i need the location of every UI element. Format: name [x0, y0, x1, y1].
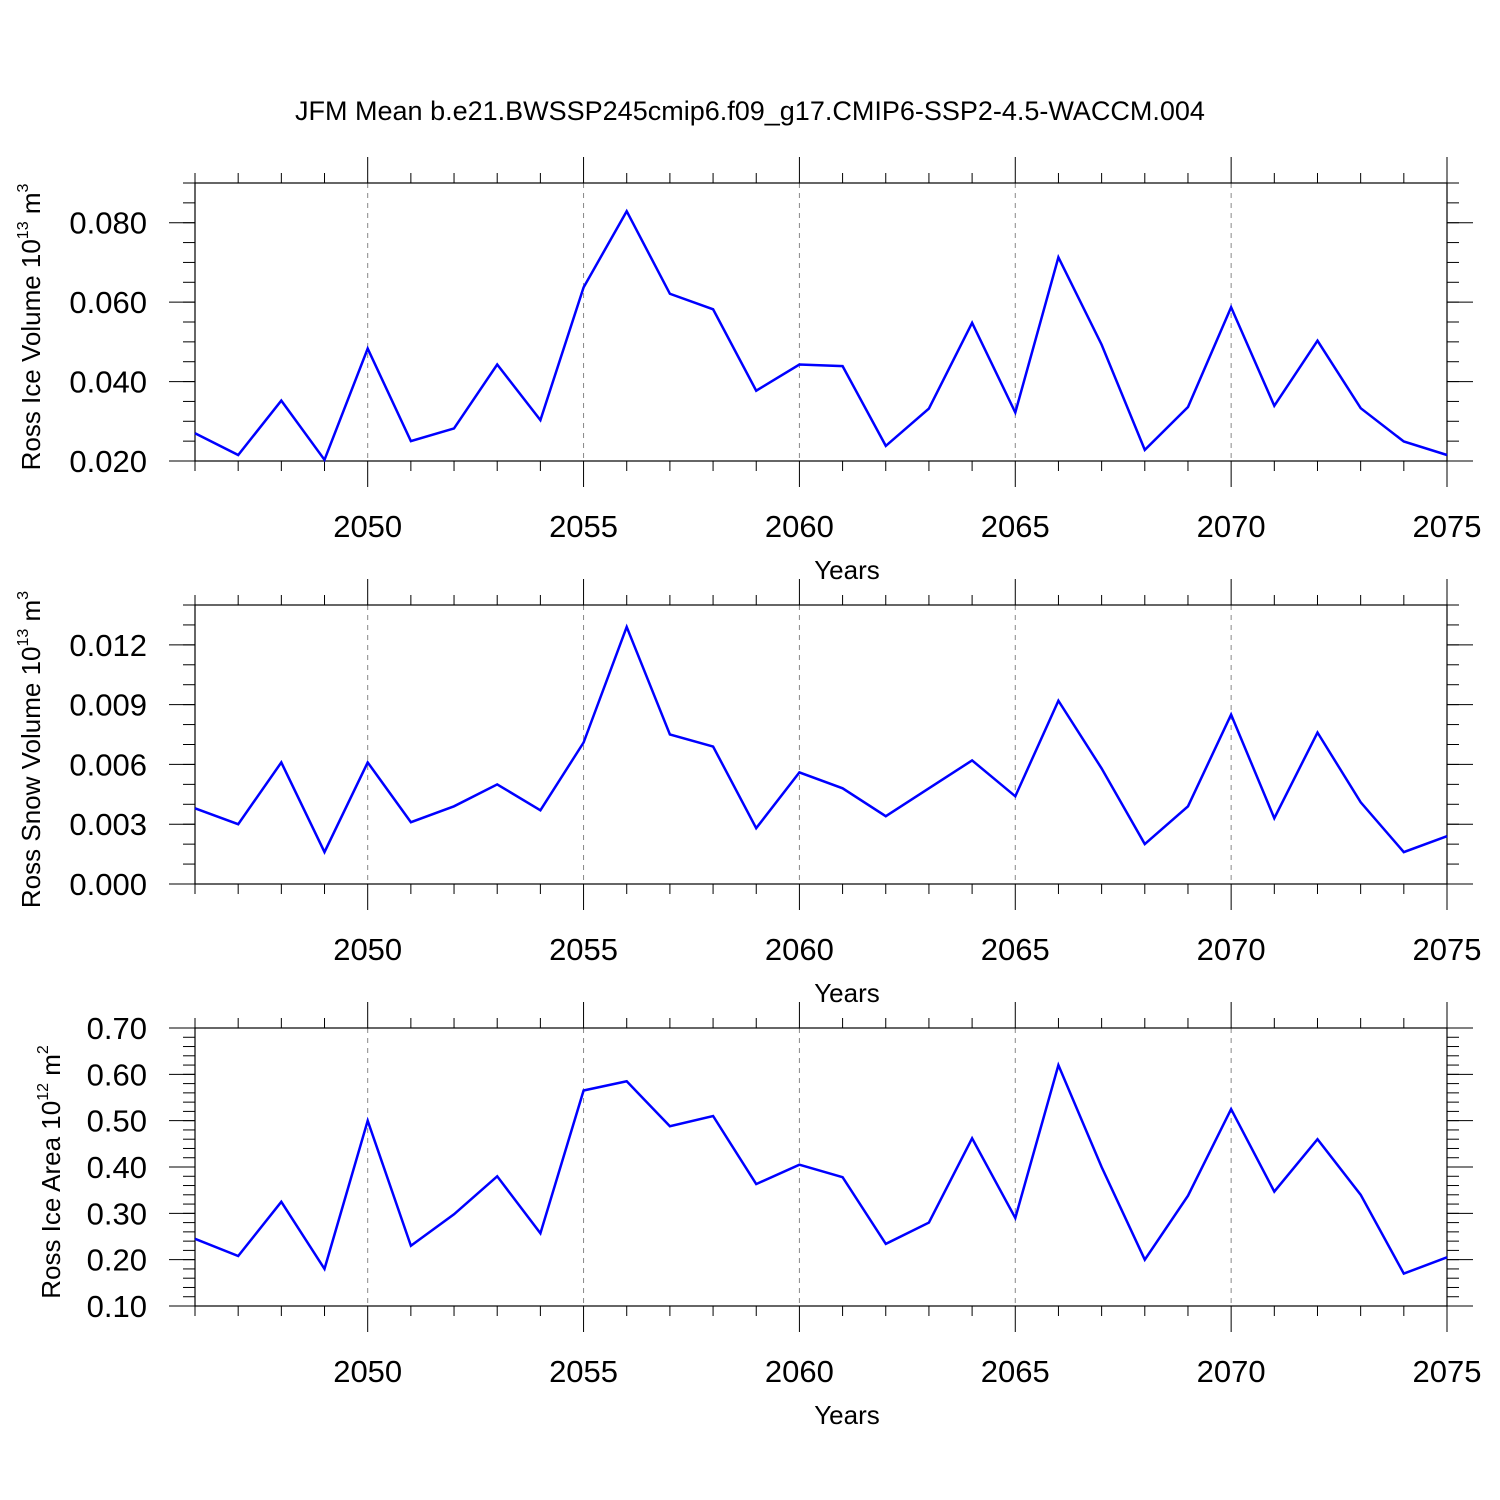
- y-tick-label: 0.012: [69, 628, 147, 663]
- x-axis-label: Years: [814, 555, 880, 585]
- x-tick-label: 2070: [1197, 509, 1266, 544]
- y-tick-label: 0.60: [87, 1057, 147, 1092]
- plot-frame: [194, 604, 1448, 885]
- y-tick-label: 0.080: [69, 206, 147, 241]
- x-tick-label: 2060: [765, 1354, 834, 1389]
- panel-2: 2050 2055 2060 2065 2070 2075 0.000 0.003 0.006 0…: [15, 579, 1481, 1008]
- x-tick-label: 2055: [549, 1354, 618, 1389]
- panels: 2050 2055 2060 2065 2070 2075 0.020 0.040 0.060 0…: [15, 157, 1481, 1430]
- x-tick-label: 2070: [1197, 932, 1266, 967]
- x-tick-label: 2075: [1413, 1354, 1482, 1389]
- x-tick-label: 2055: [549, 932, 618, 967]
- x-tick-label: 2060: [765, 932, 834, 967]
- x-tick-label: 2065: [981, 932, 1050, 967]
- y-tick-label: 0.30: [87, 1196, 147, 1231]
- y-tick-label: 0.060: [69, 285, 147, 320]
- x-tick-label: 2050: [333, 509, 402, 544]
- panel-3: 2050 2055 2060 2065 2070 2075 0.10 0.20 0.30 0.40…: [35, 1002, 1481, 1430]
- series-line: [194, 208, 1448, 463]
- x-tick-label: 2050: [333, 1354, 402, 1389]
- y-tick-label: 0.040: [69, 365, 147, 400]
- y-tick-label: 0.003: [69, 807, 147, 842]
- y-tick-label: 0.20: [87, 1243, 147, 1278]
- y-axis-label: Ross Ice Area 1012 m2: [35, 1045, 66, 1299]
- y-tick-label: 0.000: [69, 867, 147, 902]
- x-tick-label: 2065: [981, 1354, 1050, 1389]
- series-line: [194, 1061, 1448, 1276]
- y-axis-label: Ross Ice Volume 1013 m3: [15, 183, 46, 470]
- x-tick-label: 2070: [1197, 1354, 1266, 1389]
- x-tick-label: 2075: [1413, 932, 1482, 967]
- x-tick-label: 2075: [1413, 509, 1482, 544]
- x-axis-label: Years: [814, 978, 880, 1008]
- series-line: [194, 623, 1448, 855]
- x-tick-label: 2065: [981, 509, 1050, 544]
- x-tick-label: 2060: [765, 509, 834, 544]
- panel-1: 2050 2055 2060 2065 2070 2075 0.020 0.040 0.060 0…: [15, 157, 1481, 585]
- y-axis-label: Ross Snow Volume 1013 m3: [15, 591, 46, 908]
- y-tick-label: 0.10: [87, 1289, 147, 1324]
- x-axis-label: Years: [814, 1400, 880, 1430]
- y-tick-label: 0.006: [69, 747, 147, 782]
- y-tick-label: 0.020: [69, 444, 147, 479]
- plot-frame: [194, 182, 1448, 462]
- x-tick-label: 2050: [333, 932, 402, 967]
- y-tick-label: 0.40: [87, 1150, 147, 1185]
- y-tick-label: 0.50: [87, 1104, 147, 1139]
- x-tick-label: 2055: [549, 509, 618, 544]
- figure-title: JFM Mean b.e21.BWSSP245cmip6.f09_g17.CMI…: [295, 96, 1205, 126]
- y-tick-label: 0.009: [69, 688, 147, 723]
- y-tick-label: 0.70: [87, 1011, 147, 1046]
